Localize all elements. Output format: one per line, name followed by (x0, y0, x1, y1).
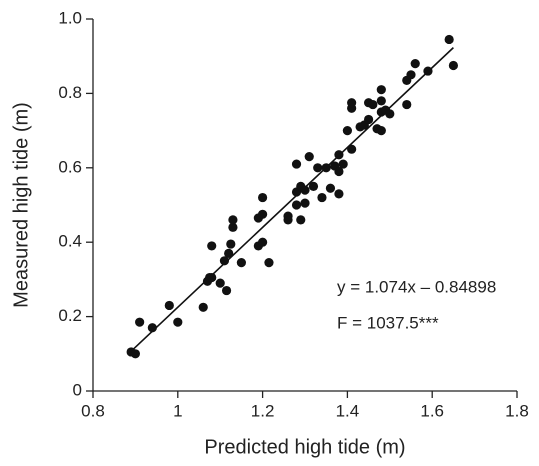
x-tick-label: 1 (173, 401, 182, 420)
x-tick-label: 0.8 (81, 401, 105, 420)
point (291, 159, 302, 169)
point (226, 239, 236, 249)
point (207, 241, 217, 251)
trendline (130, 47, 454, 352)
point (317, 192, 327, 203)
point (325, 183, 336, 193)
y-tick-label: 0.2 (58, 306, 82, 325)
point (173, 317, 183, 327)
x-tick-label: 1.4 (336, 401, 360, 420)
point (236, 258, 246, 268)
point (334, 166, 344, 177)
point (410, 59, 420, 69)
point (291, 200, 302, 210)
point (228, 222, 238, 232)
point (207, 272, 217, 283)
point (219, 256, 230, 266)
point (147, 323, 157, 333)
point (304, 152, 314, 162)
x-axis-label: Predicted high tide (m) (204, 436, 405, 458)
point (258, 192, 268, 203)
point (296, 215, 306, 225)
point (385, 109, 395, 119)
point (224, 248, 234, 258)
point (376, 126, 386, 136)
point (221, 285, 232, 296)
point (347, 98, 357, 108)
point (283, 211, 293, 221)
y-tick-label: 0 (73, 380, 82, 399)
point (130, 349, 140, 359)
point (342, 126, 352, 136)
point (313, 163, 323, 173)
y-tick-label: 0.6 (58, 157, 82, 176)
point (338, 159, 348, 169)
x-tick-label: 1.2 (251, 401, 275, 420)
y-tick-label: 1.0 (58, 8, 82, 27)
point (334, 150, 344, 160)
point (300, 185, 310, 195)
point (334, 189, 344, 199)
point (300, 198, 310, 208)
point (321, 163, 331, 173)
point (376, 96, 386, 106)
point (376, 85, 386, 95)
point (364, 114, 374, 125)
point (264, 258, 274, 268)
y-axis-label: Measured high tide (m) (10, 102, 32, 308)
point (164, 300, 174, 311)
point (423, 66, 433, 76)
point (135, 317, 145, 327)
point (448, 60, 458, 71)
point (402, 99, 412, 110)
point (258, 237, 268, 247)
point (406, 70, 416, 80)
point (444, 34, 454, 45)
x-tick-label: 1.6 (420, 401, 444, 420)
point (368, 99, 378, 110)
annotation: F = 1037.5*** (337, 313, 439, 332)
y-tick-label: 0.8 (58, 83, 82, 102)
x-tick-label: 1.8 (505, 401, 529, 420)
point (258, 209, 268, 219)
point (228, 215, 238, 225)
point (215, 278, 225, 288)
annotation: y = 1.074x – 0.84898 (337, 277, 496, 296)
y-tick-label: 0.4 (58, 232, 82, 251)
point (198, 302, 208, 312)
point (308, 181, 319, 191)
point (347, 144, 357, 154)
